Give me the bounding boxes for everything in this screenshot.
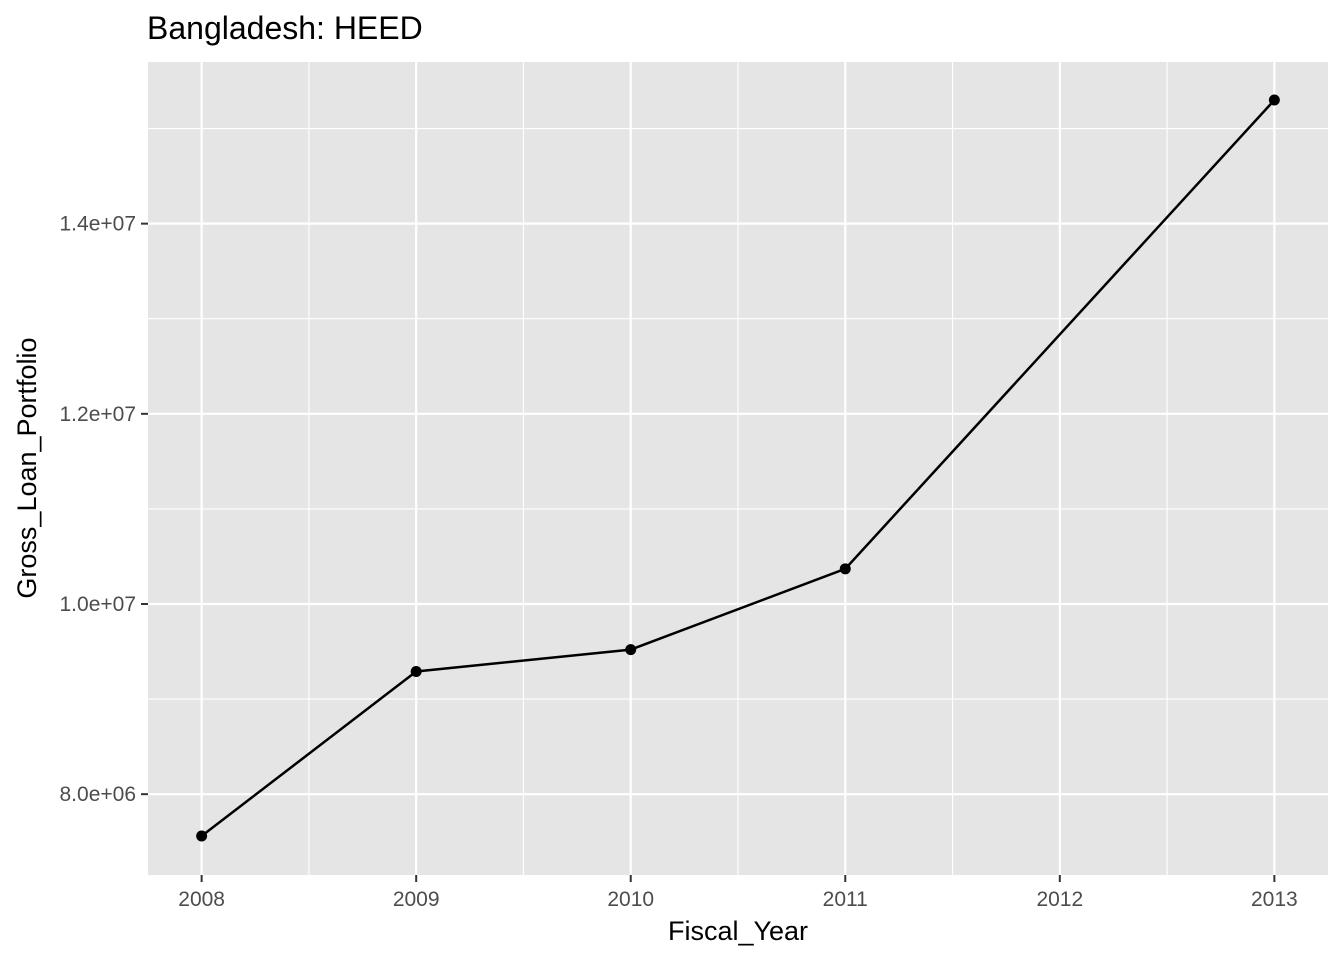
- data-point: [839, 563, 851, 575]
- chart-title: Bangladesh: HEED: [147, 10, 423, 46]
- minor-gridlines: [148, 62, 1328, 875]
- data-points: [196, 94, 1280, 842]
- data-point: [1268, 94, 1280, 106]
- x-axis-title: Fiscal_Year: [668, 916, 808, 946]
- x-tick-label: 2011: [823, 888, 868, 911]
- x-tick-label: 2012: [1036, 888, 1083, 911]
- y-tick-label: 8.0e+06: [60, 783, 137, 806]
- x-tick-label: 2013: [1251, 888, 1298, 911]
- x-axis: 2008 2009 2010 2011 2012 2013: [178, 875, 1298, 911]
- y-axis: 8.0e+06 1.0e+07 1.2e+07 1.4e+07: [60, 213, 148, 806]
- data-point: [196, 830, 208, 842]
- data-point: [625, 644, 637, 656]
- y-axis-title: Gross_Loan_Portfolio: [12, 337, 42, 598]
- y-tick-label: 1.4e+07: [60, 213, 137, 236]
- data-point: [410, 666, 422, 678]
- x-tick-label: 2008: [178, 888, 225, 911]
- y-tick-label: 1.0e+07: [60, 593, 137, 616]
- x-tick-label: 2010: [607, 888, 654, 911]
- x-tick-label: 2009: [393, 888, 440, 911]
- y-tick-label: 1.2e+07: [60, 403, 137, 426]
- major-gridlines: [148, 62, 1328, 875]
